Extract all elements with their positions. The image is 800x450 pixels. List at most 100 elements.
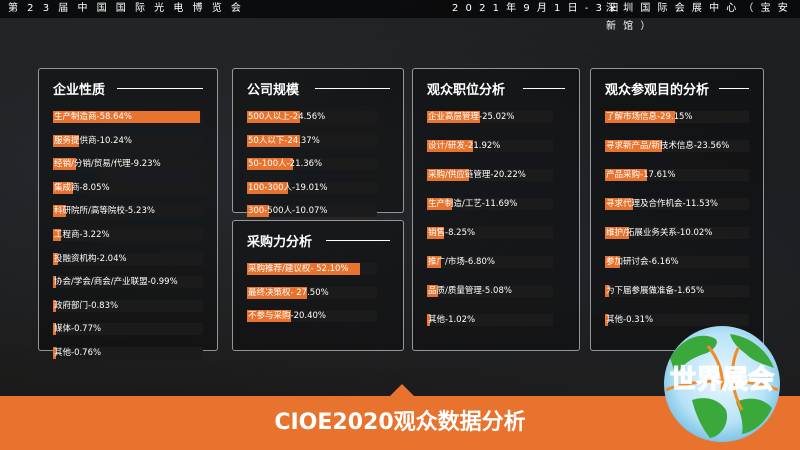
bar-track — [605, 227, 749, 239]
bar-label: 参加研讨会-6.16% — [606, 257, 679, 267]
bar-label: 50-100人-21.36% — [248, 159, 323, 170]
bar-label: 投融资机构-2.04% — [54, 253, 127, 264]
bar-fill — [605, 140, 662, 152]
bar-track — [53, 181, 203, 194]
bar-fill — [427, 256, 442, 268]
bar-row: 不参与采购-20.40% — [247, 310, 377, 323]
bar-fill — [427, 285, 438, 297]
panel-company-size: 公司规模 500人以上-24.56% 50人以下-24.37% 50-100人-21… — [232, 68, 404, 218]
bar-row: 最终决策权- 27.50% — [247, 286, 377, 299]
bar-label: 寻求代理及合作机会-11.53% — [606, 199, 718, 209]
bar-track — [53, 347, 203, 359]
page-title: CIOE2020观众数据分析 — [274, 410, 526, 435]
bar-label: 政府部门-0.83% — [54, 300, 119, 311]
bar-row: 了解市场信息-29.15% — [605, 111, 749, 123]
bar-track — [53, 158, 203, 171]
bar-track — [427, 314, 553, 326]
bar-fill — [247, 205, 269, 218]
panel-title: 观众参观目的分析 — [605, 83, 710, 98]
bar-track — [53, 299, 203, 312]
bar-fill — [53, 111, 200, 123]
bar-label: 生产制造商-58.64% — [54, 112, 132, 122]
bar-label: 协会/学会/商会/产业联盟-0.99% — [54, 277, 178, 288]
bar-track — [53, 276, 203, 289]
bar-fill — [605, 227, 630, 239]
bar-fill — [53, 347, 56, 359]
bar-row: 100-300人-19.01% — [247, 181, 377, 194]
bar-track — [605, 198, 749, 210]
bar-label: 企业高层管理-25.02% — [428, 112, 515, 122]
bar-fill — [427, 111, 480, 123]
expo-venue: 深 圳 国 际 会 展 中 心 （ 宝 安 新 馆 ） — [606, 3, 790, 32]
bar-fill — [605, 198, 633, 210]
bar-row: 参加研讨会-6.16% — [605, 256, 749, 268]
bar-fill — [427, 198, 452, 210]
top-info-bar: 第 2 3 届 中 国 国 际 光 电 博 览 会 2 0 2 1 年 9 月 … — [0, 0, 800, 32]
bar-label: 品质/质量管理-5.08% — [428, 286, 512, 296]
bar-fill — [605, 314, 608, 326]
bar-label: 科研院所/高等院校-5.23% — [54, 206, 155, 217]
bar-row: 政府部门-0.83% — [53, 299, 203, 312]
bar-row: 50人以下-24.37% — [247, 134, 377, 147]
title-underline — [719, 88, 749, 89]
bar-label: 经销/分销/贸易/代理-9.23% — [54, 159, 161, 170]
bar-label: 集成商-8.05% — [54, 182, 110, 193]
bar-track — [53, 134, 203, 147]
bar-row: 生产制造/工艺-11.69% — [427, 198, 553, 210]
bar-label: 推广/市场-6.80% — [428, 257, 495, 267]
bar-label: 工程商-3.22% — [54, 230, 110, 240]
bar-label: 维护/拓展业务关系-10.02% — [606, 228, 713, 238]
bar-label: 采购/供应链管理-20.22% — [428, 170, 526, 180]
title-underline — [117, 88, 203, 89]
panel-visit-purpose: 观众参观目的分析 了解市场信息-29.15% 寻求新产品/新技术信息-23.56%… — [590, 68, 764, 351]
bar-fill — [53, 299, 56, 312]
bar-row: 推广/市场-6.80% — [427, 256, 553, 268]
bar-row: 寻求新产品/新技术信息-23.56% — [605, 140, 749, 152]
bar-row: 为下届参展做准备-1.65% — [605, 285, 749, 297]
bar-row: 销售-8.25% — [427, 227, 553, 239]
bar-track — [53, 205, 203, 218]
bar-row: 工程商-3.22% — [53, 229, 203, 241]
bar-label: 产品采购-17.61% — [606, 170, 676, 180]
bar-fill — [427, 169, 470, 181]
bar-row: 生产制造商-58.64% — [53, 111, 203, 123]
bar-row: 产品采购-17.61% — [605, 169, 749, 181]
bar-row: 品质/质量管理-5.08% — [427, 285, 553, 297]
bar-track — [605, 285, 749, 297]
bar-fill — [53, 229, 62, 241]
bar-fill — [53, 134, 79, 147]
bar-row: 设计/研发-21.92% — [427, 140, 553, 152]
panel-purchasing-power: 采购力分析 采购推荐/建议权- 52.10% 最终决策权- 27.50% 不参与采购… — [232, 220, 404, 351]
bar-track — [427, 198, 553, 210]
title-underline — [523, 88, 565, 89]
bar-row: 经销/分销/贸易/代理-9.23% — [53, 158, 203, 171]
bar-fill — [427, 314, 430, 326]
title-underline — [315, 88, 390, 89]
bar-row: 协会/学会/商会/产业联盟-0.99% — [53, 276, 203, 289]
bar-row: 媒体-0.77% — [53, 323, 203, 336]
bar-fill — [53, 158, 77, 171]
bar-fill — [247, 158, 294, 171]
bar-label: 500人以上-24.56% — [248, 112, 326, 122]
bar-fill — [247, 134, 300, 147]
panel-title: 采购力分析 — [247, 235, 313, 250]
bar-row: 300-500人-10.07% — [247, 205, 377, 218]
bar-row: 50-100人-21.36% — [247, 158, 377, 171]
bar-fill — [605, 285, 609, 297]
bar-fill — [247, 310, 292, 323]
bar-label: 300-500人-10.07% — [248, 206, 328, 217]
bar-row: 寻求代理及合作机会-11.53% — [605, 198, 749, 210]
bar-label: 其他-0.31% — [606, 315, 654, 325]
bar-fill — [427, 227, 445, 239]
bar-label: 寻求新产品/新技术信息-23.56% — [606, 141, 730, 151]
bar-fill — [247, 286, 307, 299]
bar-label: 其他-1.02% — [428, 315, 476, 325]
panel-company-type: 企业性质 生产制造商-58.64% 服务提供商-10.24% 经销/分销/贸易/代理… — [38, 68, 218, 359]
bar-track — [53, 252, 203, 265]
panel-title: 观众职位分析 — [427, 83, 506, 98]
bar-label: 了解市场信息-29.15% — [606, 112, 693, 122]
bar-label: 50人以下-24.37% — [248, 135, 320, 146]
bar-label: 生产制造/工艺-11.69% — [428, 199, 518, 209]
bar-row: 维护/拓展业务关系-10.02% — [605, 227, 749, 239]
bar-track — [605, 256, 749, 268]
